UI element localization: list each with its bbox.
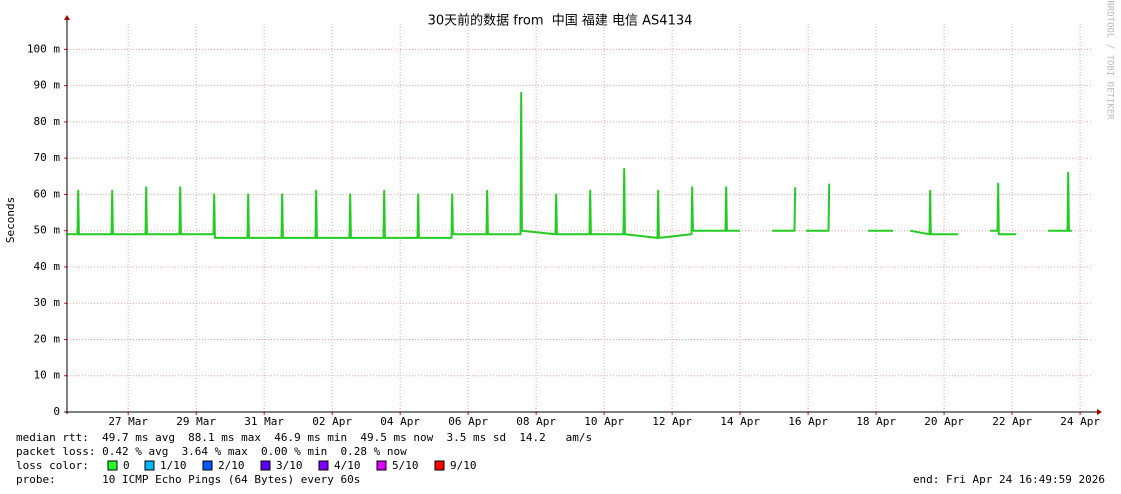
rtt-line bbox=[67, 91, 1072, 239]
legend-swatch bbox=[260, 460, 271, 471]
legend-label: 5/10 bbox=[392, 459, 419, 472]
x-tick-label: 14 Apr bbox=[720, 415, 760, 428]
y-axis-label: Seconds bbox=[4, 197, 17, 243]
legend-swatch bbox=[434, 460, 445, 471]
y-tick-label: 70 m bbox=[34, 151, 61, 164]
legend-label: 4/10 bbox=[334, 459, 361, 472]
x-tick-label: 27 Mar bbox=[108, 415, 148, 428]
x-tick-label: 10 Apr bbox=[584, 415, 624, 428]
x-tick-label: 06 Apr bbox=[448, 415, 488, 428]
y-tick-label: 100 m bbox=[27, 42, 60, 55]
x-tick-label: 31 Mar bbox=[244, 415, 284, 428]
legend-label: 2/10 bbox=[218, 459, 245, 472]
y-tick-label: 10 m bbox=[34, 369, 61, 382]
x-tick-label: 02 Apr bbox=[312, 415, 352, 428]
x-tick-label: 18 Apr bbox=[856, 415, 896, 428]
legend-label: 1/10 bbox=[160, 459, 187, 472]
y-tick-label: 90 m bbox=[34, 79, 61, 92]
y-tick-label: 40 m bbox=[34, 260, 61, 273]
x-tick-label: 16 Apr bbox=[788, 415, 828, 428]
x-tick-label: 22 Apr bbox=[992, 415, 1032, 428]
x-tick-label: 04 Apr bbox=[380, 415, 420, 428]
y-tick-label: 80 m bbox=[34, 115, 61, 128]
x-tick-label: 20 Apr bbox=[924, 415, 964, 428]
probe-info: probe: 10 ICMP Echo Pings (64 Bytes) eve… bbox=[16, 473, 360, 486]
stats-line: packet loss: 0.42 % avg 3.64 % max 0.00 … bbox=[16, 445, 407, 458]
legend-swatch bbox=[318, 460, 329, 471]
legend-swatch bbox=[144, 460, 155, 471]
legend-label: 9/10 bbox=[450, 459, 477, 472]
stats-line: median rtt: 49.7 ms avg 88.1 ms max 46.9… bbox=[16, 431, 592, 444]
axis-arrow bbox=[1097, 409, 1102, 415]
y-tick-label: 60 m bbox=[34, 187, 61, 200]
loss-label: loss color: bbox=[16, 459, 89, 472]
end-time: end: Fri Apr 24 16:49:59 2026 bbox=[913, 473, 1105, 486]
chart-title: 30天前的数据 from 中国 福建 电信 AS4134 bbox=[428, 13, 693, 29]
legend-label: 0 bbox=[123, 459, 130, 472]
legend-swatch bbox=[376, 460, 387, 471]
y-tick-label: 0 bbox=[53, 405, 60, 418]
legend-label: 3/10 bbox=[276, 459, 303, 472]
y-tick-label: 50 m bbox=[34, 224, 61, 237]
legend-swatch bbox=[107, 460, 118, 471]
x-tick-label: 12 Apr bbox=[652, 415, 692, 428]
x-tick-label: 08 Apr bbox=[516, 415, 556, 428]
legend-swatch bbox=[202, 460, 213, 471]
x-tick-label: 29 Mar bbox=[176, 415, 216, 428]
watermark: RRDTOOL / TOBI OETIKER bbox=[1105, 0, 1115, 120]
x-tick-label: 24 Apr bbox=[1060, 415, 1100, 428]
y-tick-label: 30 m bbox=[34, 296, 61, 309]
axis-arrow bbox=[64, 15, 70, 20]
y-tick-label: 20 m bbox=[34, 332, 61, 345]
